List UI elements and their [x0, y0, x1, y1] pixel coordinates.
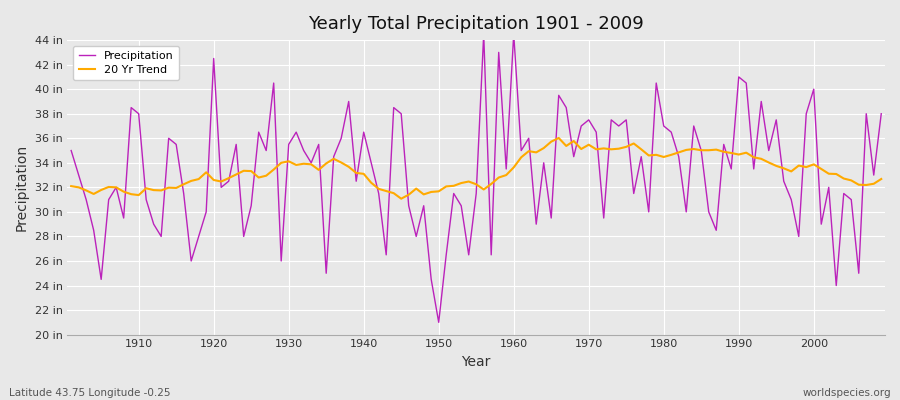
- 20 Yr Trend: [336, 160, 346, 165]
- Text: worldspecies.org: worldspecies.org: [803, 388, 891, 398]
- Y-axis label: Precipitation: Precipitation: [15, 144, 29, 231]
- 20 Yr Trend: [516, 155, 526, 160]
- 20 Yr Trend: [508, 165, 519, 170]
- Precipitation: [336, 136, 346, 141]
- Precipitation: [876, 111, 886, 116]
- Precipitation: [613, 124, 624, 128]
- Line: Precipitation: Precipitation: [71, 34, 881, 322]
- 20 Yr Trend: [554, 136, 564, 140]
- Precipitation: [126, 105, 137, 110]
- 20 Yr Trend: [291, 162, 302, 167]
- 20 Yr Trend: [396, 196, 407, 201]
- Precipitation: [66, 148, 77, 153]
- 20 Yr Trend: [126, 192, 137, 196]
- 20 Yr Trend: [876, 176, 886, 181]
- Title: Yearly Total Precipitation 1901 - 2009: Yearly Total Precipitation 1901 - 2009: [309, 15, 644, 33]
- Text: Latitude 43.75 Longitude -0.25: Latitude 43.75 Longitude -0.25: [9, 388, 170, 398]
- 20 Yr Trend: [66, 184, 77, 188]
- Precipitation: [516, 148, 526, 153]
- Precipitation: [433, 320, 444, 325]
- X-axis label: Year: Year: [462, 355, 490, 369]
- Legend: Precipitation, 20 Yr Trend: Precipitation, 20 Yr Trend: [73, 46, 179, 80]
- Precipitation: [291, 130, 302, 134]
- 20 Yr Trend: [613, 146, 624, 151]
- Line: 20 Yr Trend: 20 Yr Trend: [71, 138, 881, 199]
- Precipitation: [478, 32, 489, 36]
- Precipitation: [523, 136, 534, 141]
